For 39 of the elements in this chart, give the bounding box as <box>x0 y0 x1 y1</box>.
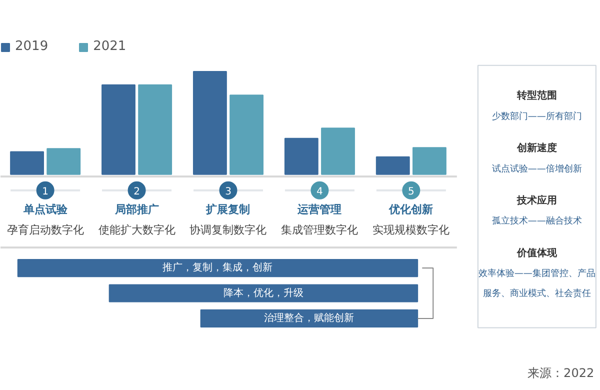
x-tick-label: 单点试验 <box>22 202 68 216</box>
text: 价值体现 <box>516 247 558 260</box>
text: 集成管理数字化 <box>281 223 358 236</box>
bar <box>138 84 172 175</box>
source-note: 来源：2022 <box>528 366 594 380</box>
bar <box>321 128 355 175</box>
x-tick-label: 运营管理 <box>296 202 342 216</box>
text: 少数部门——所有部门 <box>492 110 582 122</box>
text: 5 <box>408 186 414 198</box>
text: 孤立技术——融合技术 <box>492 216 582 227</box>
text: 试点试验——倍增创新 <box>492 163 582 174</box>
text: 转型范围 <box>516 90 557 102</box>
x-tick-label: 优化创新 <box>388 202 434 216</box>
text: 创新速度 <box>516 142 557 154</box>
text: 实现规模数字化 <box>372 223 450 236</box>
legend-label: 2019 <box>15 39 48 54</box>
bar <box>192 71 227 175</box>
text: 效率体验——集团管控、产品服务、商业模式、社会责任 <box>478 268 596 299</box>
text: 2 <box>134 186 140 198</box>
bar <box>412 147 446 175</box>
text: 3 <box>225 186 232 198</box>
text: 使能扩大数字化 <box>98 223 176 236</box>
text: 治理整合，赋能创新 <box>264 312 354 324</box>
text: 技术应用 <box>516 194 557 207</box>
bar <box>46 148 81 175</box>
bar <box>284 138 318 175</box>
text: 孕育启动数字化 <box>6 223 84 236</box>
bar <box>10 151 44 175</box>
text: 推广，复制，集成，创新 <box>162 262 273 274</box>
text: 降本，优化，升级 <box>223 286 304 299</box>
text: 1 <box>42 186 49 198</box>
legend-label: 2021 <box>93 39 126 54</box>
text: 4 <box>316 186 323 198</box>
bar <box>230 94 264 175</box>
x-tick-label: 局部推广 <box>114 202 159 216</box>
x-tick-label: 扩展复制 <box>205 202 250 216</box>
bar <box>102 84 136 175</box>
text: 协调复制数字化 <box>190 223 267 236</box>
bar <box>376 156 410 175</box>
